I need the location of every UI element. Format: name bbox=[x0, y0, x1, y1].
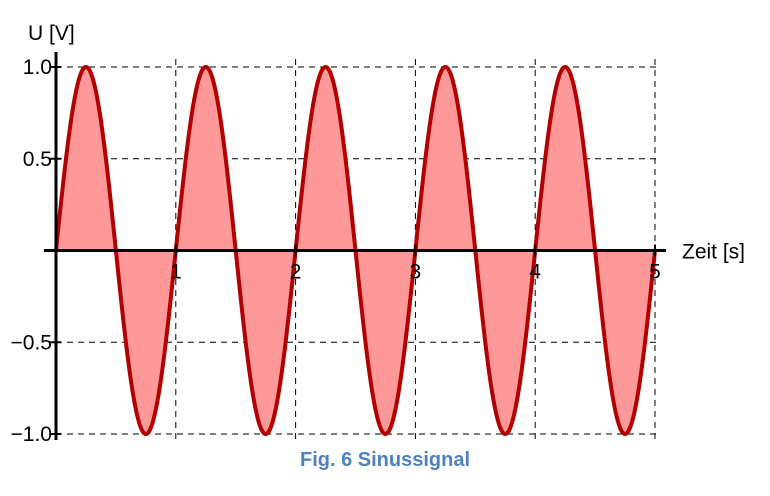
y-tick-label: 0.5 bbox=[23, 148, 52, 171]
x-axis-title: Zeit [s] bbox=[682, 241, 745, 264]
sine-chart: 1 2 3 4 5 1.0 0.5 −0.5 −1.0 U [V] Zeit [s] bbox=[11, 22, 745, 445]
x-tick-label: 3 bbox=[410, 261, 422, 284]
y-tick-label: −1.0 bbox=[11, 423, 52, 445]
y-tick-label: 1.0 bbox=[23, 56, 52, 79]
x-tick-label: 5 bbox=[649, 261, 661, 284]
y-tick-label: −0.5 bbox=[11, 331, 52, 354]
tick-labels: 1 2 3 4 5 1.0 0.5 −0.5 −1.0 bbox=[11, 56, 661, 445]
x-tick-label: 4 bbox=[529, 261, 541, 284]
x-tick-label: 2 bbox=[290, 261, 302, 284]
y-axis-title: U [V] bbox=[28, 22, 75, 45]
x-tick-label: 1 bbox=[170, 261, 182, 284]
axes bbox=[44, 52, 666, 440]
figure-caption: Fig. 6 Sinussignal bbox=[299, 449, 471, 471]
